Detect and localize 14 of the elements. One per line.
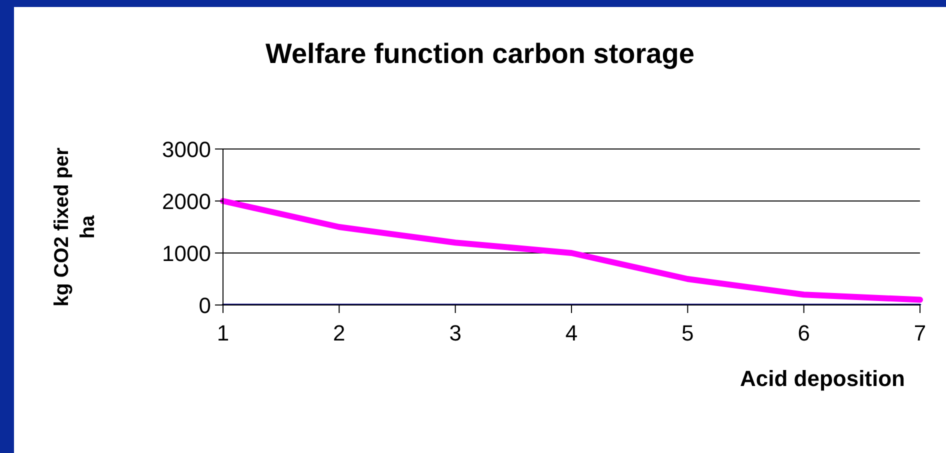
x-axis-title: Acid deposition [739,366,905,392]
x-tick-label: 5 [682,320,694,346]
chart-title: Welfare function carbon storage [264,38,696,70]
y-axis-title: kg CO2 fixed per ha [50,148,100,306]
x-tick-label: 3 [449,320,462,346]
x-tick-label: 2 [333,320,346,346]
y-tick-label: 3000 [162,136,211,162]
x-tick-label: 4 [565,320,578,346]
x-tick-label: 7 [914,320,926,346]
x-tick-label: 1 [216,320,230,346]
y-tick-label: 0 [198,292,211,318]
x-tick-label: 6 [798,320,810,346]
y-tick-label: 1000 [162,240,211,266]
y-tick-label: 2000 [162,188,211,214]
